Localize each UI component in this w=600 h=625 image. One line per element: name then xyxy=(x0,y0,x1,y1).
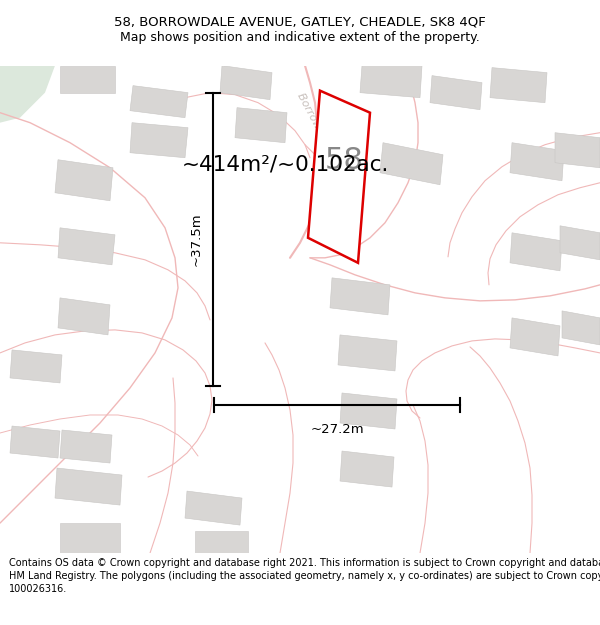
Polygon shape xyxy=(510,232,562,271)
Polygon shape xyxy=(58,228,115,265)
Polygon shape xyxy=(130,122,188,158)
Polygon shape xyxy=(340,393,397,429)
Polygon shape xyxy=(10,350,62,383)
Polygon shape xyxy=(58,298,110,335)
Polygon shape xyxy=(130,86,188,118)
Polygon shape xyxy=(330,278,390,315)
Polygon shape xyxy=(380,142,443,185)
Polygon shape xyxy=(55,468,122,505)
Text: 58: 58 xyxy=(325,146,364,176)
Text: Map shows position and indicative extent of the property.: Map shows position and indicative extent… xyxy=(120,31,480,44)
Polygon shape xyxy=(55,160,113,201)
Polygon shape xyxy=(0,66,55,122)
Text: Contains OS data © Crown copyright and database right 2021. This information is : Contains OS data © Crown copyright and d… xyxy=(9,558,600,594)
Text: Borrowdale Ave: Borrowdale Ave xyxy=(295,91,345,174)
Polygon shape xyxy=(562,311,600,345)
Polygon shape xyxy=(185,491,242,525)
Polygon shape xyxy=(430,76,482,109)
Polygon shape xyxy=(560,226,600,260)
Polygon shape xyxy=(220,66,272,99)
Text: 58, BORROWDALE AVENUE, GATLEY, CHEADLE, SK8 4QF: 58, BORROWDALE AVENUE, GATLEY, CHEADLE, … xyxy=(114,16,486,28)
Polygon shape xyxy=(60,66,115,92)
Polygon shape xyxy=(555,132,600,168)
Polygon shape xyxy=(490,68,547,102)
Text: ~37.5m: ~37.5m xyxy=(190,213,203,266)
Polygon shape xyxy=(195,531,248,553)
Polygon shape xyxy=(60,430,112,463)
Polygon shape xyxy=(510,142,564,181)
Polygon shape xyxy=(360,66,422,98)
Polygon shape xyxy=(340,451,394,487)
Polygon shape xyxy=(60,523,120,553)
Text: ~414m²/~0.102ac.: ~414m²/~0.102ac. xyxy=(181,155,389,175)
Polygon shape xyxy=(338,335,397,371)
Polygon shape xyxy=(10,426,60,458)
Polygon shape xyxy=(308,91,370,263)
Polygon shape xyxy=(235,107,287,142)
Polygon shape xyxy=(510,318,560,356)
Text: ~27.2m: ~27.2m xyxy=(310,423,364,436)
